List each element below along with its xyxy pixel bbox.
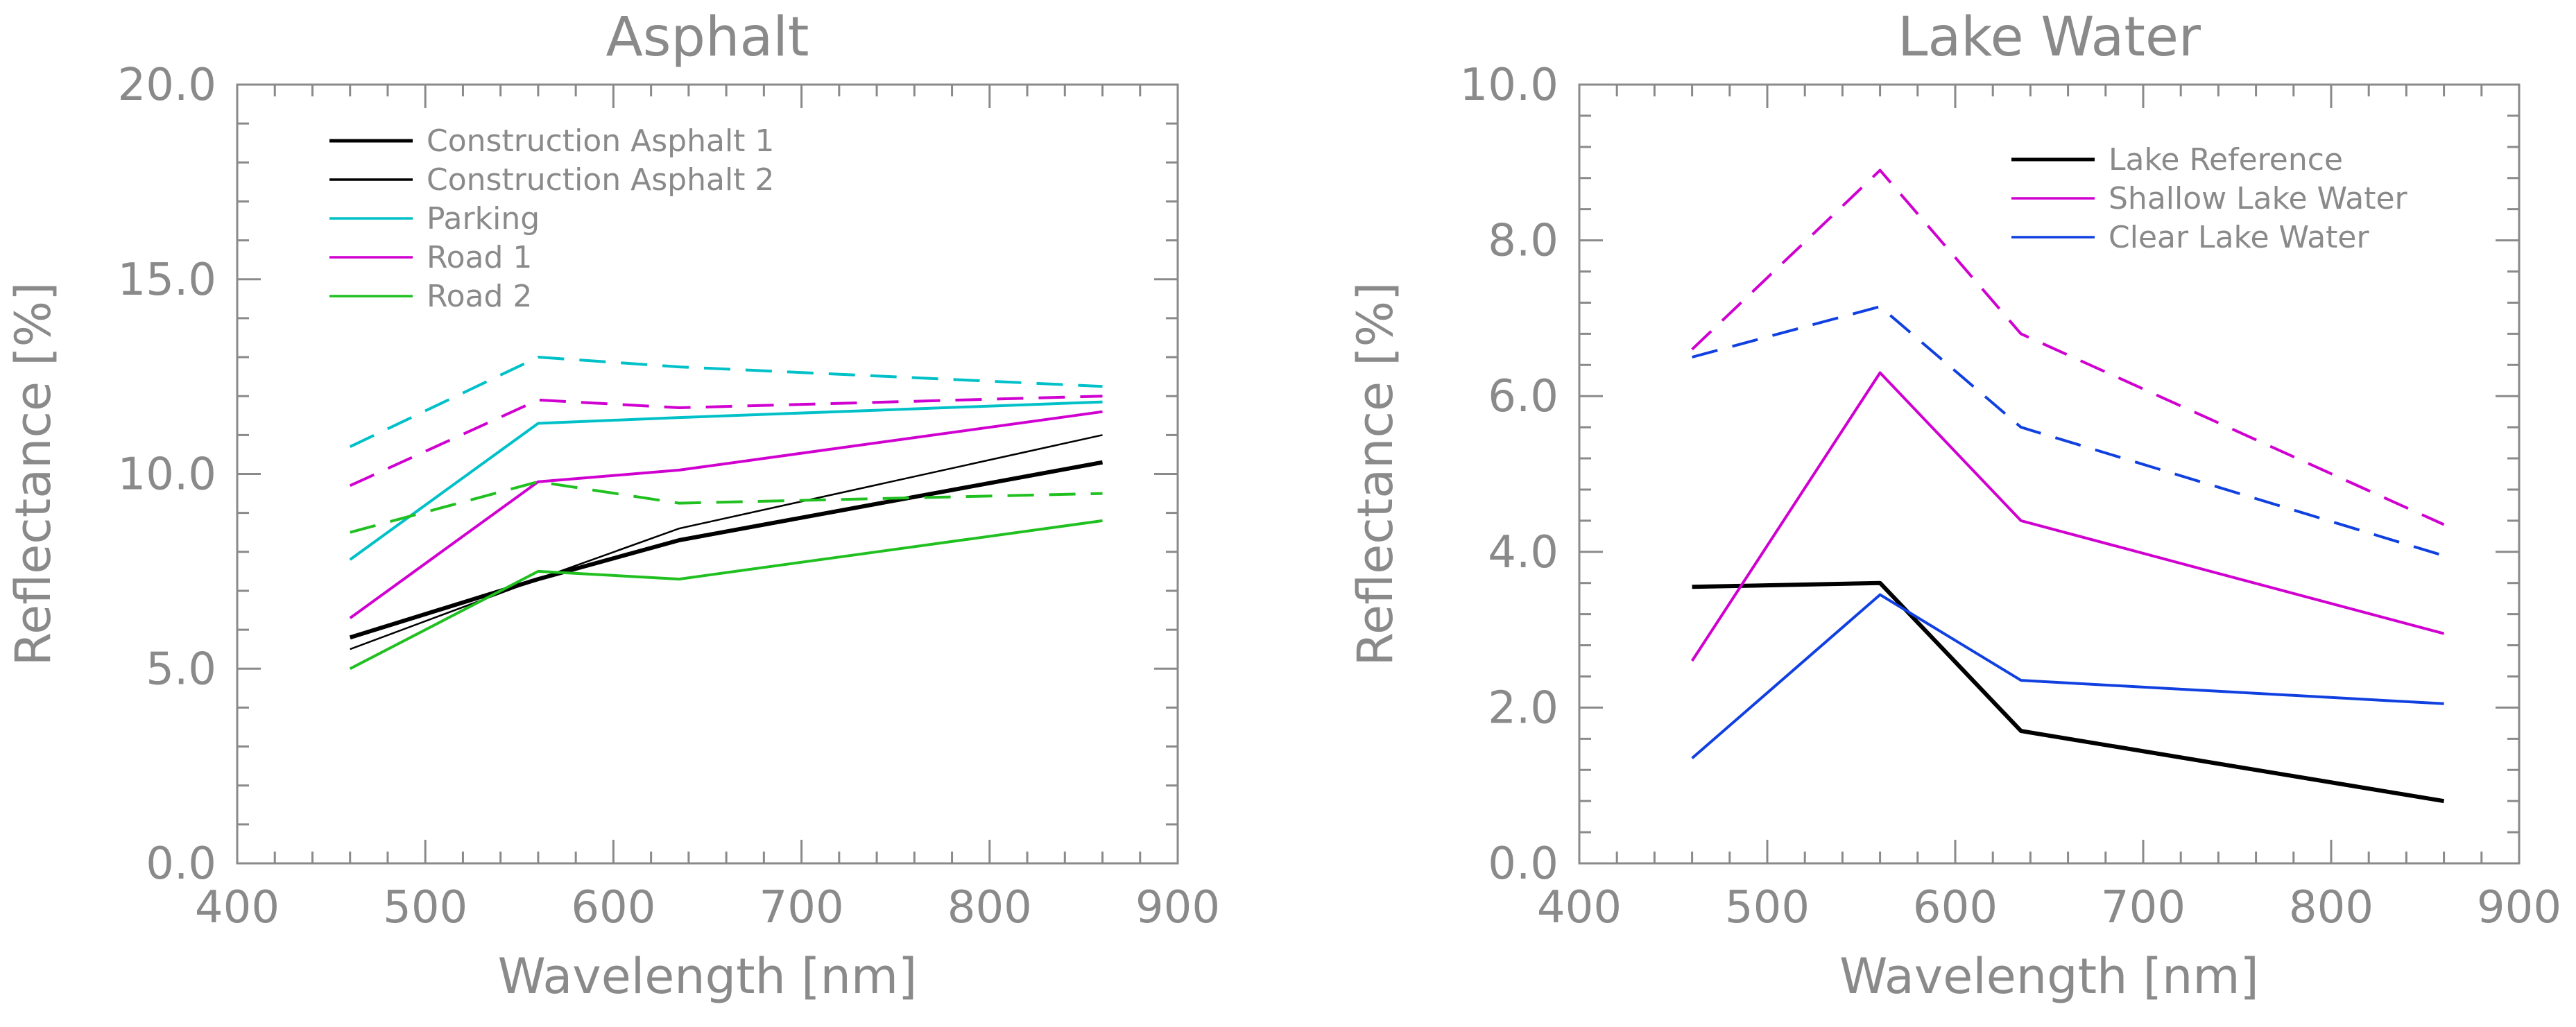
series-line-road-2-dashed — [350, 480, 1103, 534]
y-tick-label: 10.0 — [118, 449, 217, 501]
legend-label: Road 1 — [427, 240, 532, 275]
y-tick-label: 15.0 — [118, 254, 217, 306]
y-tick-label: 2.0 — [1488, 682, 1559, 734]
chart-title: Lake Water — [1898, 6, 2201, 69]
x-tick-label: 800 — [2289, 882, 2373, 933]
y-tick-label: 0.0 — [1488, 838, 1559, 890]
legend-label: Parking — [427, 201, 540, 236]
legend-label: Road 2 — [427, 279, 532, 314]
y-axis-title: Reflectance [%] — [1347, 282, 1404, 666]
series-line-road-2 — [349, 519, 1103, 671]
x-tick-label: 400 — [195, 882, 280, 933]
x-tick-label: 900 — [2477, 882, 2561, 933]
x-tick-label: 700 — [759, 882, 844, 933]
legend-label: Construction Asphalt 2 — [427, 162, 774, 198]
x-tick-label: 600 — [571, 882, 655, 933]
series-line-parking-dashed — [349, 356, 1103, 449]
series-line-construction-asphalt-2 — [350, 434, 1103, 650]
plot-frame — [1578, 83, 2521, 865]
series-line-construction-asphalt-1 — [349, 460, 1104, 640]
series-line-lake-reference — [1692, 580, 2445, 804]
y-tick-label: 0.0 — [146, 838, 216, 890]
lake-water-panel: Lake Water 400 500 600 700 800 900 0.0 2.0 4.0 6.0… — [1347, 6, 2561, 1005]
x-axis-title: Wavelength [nm] — [1839, 948, 2259, 1005]
chart-title: Asphalt — [606, 6, 809, 69]
x-tick-label: 500 — [1725, 882, 1810, 933]
legend-label: Lake Reference — [2109, 142, 2343, 178]
x-tick-label: 800 — [947, 882, 1032, 933]
y-tick-label: 5.0 — [146, 644, 216, 695]
series-line-shallow-lake-water — [1690, 371, 2445, 662]
series-line-shallow-lake-water-dashed — [1691, 169, 2445, 526]
y-tick-label: 6.0 — [1488, 371, 1559, 422]
legend-label: Shallow Lake Water — [2109, 181, 2408, 216]
series-line-parking — [349, 400, 1103, 561]
y-tick-label: 20.0 — [118, 60, 217, 111]
legend-label: Clear Lake Water — [2109, 220, 2369, 255]
series-line-road-1 — [349, 410, 1103, 619]
y-tick-label: 8.0 — [1488, 216, 1559, 267]
asphalt-panel: Asphalt 400 500 600 700 800 900 0.0 5.0 10.0 15.0 2… — [5, 6, 1220, 1005]
series-line-road-1-dashed — [349, 395, 1103, 487]
y-axis-title: Reflectance [%] — [5, 282, 62, 666]
x-axis-title: Wavelength [nm] — [498, 948, 918, 1005]
x-tick-label: 400 — [1537, 882, 1622, 933]
y-tick-label: 10.0 — [1460, 60, 1559, 111]
legend-label: Construction Asphalt 1 — [427, 123, 774, 159]
x-tick-label: 500 — [383, 882, 467, 933]
series-line-clear-lake-water — [1691, 593, 2444, 759]
x-tick-label: 900 — [1135, 882, 1220, 933]
y-tick-label: 4.0 — [1488, 527, 1559, 578]
series-line-clear-lake-water-dashed — [1692, 305, 2445, 558]
x-tick-label: 600 — [1913, 882, 1998, 933]
x-tick-label: 700 — [2101, 882, 2186, 933]
